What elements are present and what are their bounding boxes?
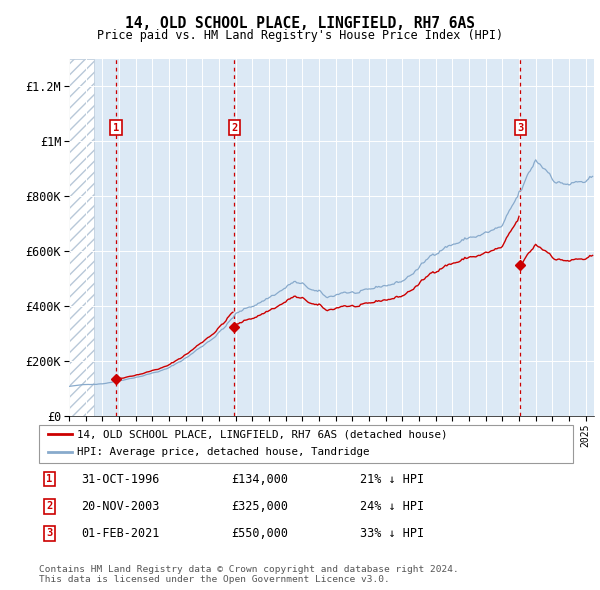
Text: Contains HM Land Registry data © Crown copyright and database right 2024.
This d: Contains HM Land Registry data © Crown c…	[39, 565, 459, 584]
Text: 1: 1	[46, 474, 52, 484]
Text: £550,000: £550,000	[231, 527, 288, 540]
Text: £325,000: £325,000	[231, 500, 288, 513]
Text: 14, OLD SCHOOL PLACE, LINGFIELD, RH7 6AS: 14, OLD SCHOOL PLACE, LINGFIELD, RH7 6AS	[125, 16, 475, 31]
Text: HPI: Average price, detached house, Tandridge: HPI: Average price, detached house, Tand…	[77, 447, 370, 457]
Text: 2: 2	[46, 502, 52, 511]
Text: £134,000: £134,000	[231, 473, 288, 486]
Text: 1: 1	[113, 123, 119, 133]
Text: 24% ↓ HPI: 24% ↓ HPI	[360, 500, 424, 513]
Text: 33% ↓ HPI: 33% ↓ HPI	[360, 527, 424, 540]
Text: 14, OLD SCHOOL PLACE, LINGFIELD, RH7 6AS (detached house): 14, OLD SCHOOL PLACE, LINGFIELD, RH7 6AS…	[77, 430, 448, 440]
Text: 3: 3	[517, 123, 524, 133]
Text: 01-FEB-2021: 01-FEB-2021	[81, 527, 160, 540]
Text: 2: 2	[231, 123, 238, 133]
Text: Price paid vs. HM Land Registry's House Price Index (HPI): Price paid vs. HM Land Registry's House …	[97, 29, 503, 42]
Text: 31-OCT-1996: 31-OCT-1996	[81, 473, 160, 486]
Text: 3: 3	[46, 529, 52, 538]
Text: 20-NOV-2003: 20-NOV-2003	[81, 500, 160, 513]
Bar	[69, 59, 94, 416]
Text: 21% ↓ HPI: 21% ↓ HPI	[360, 473, 424, 486]
